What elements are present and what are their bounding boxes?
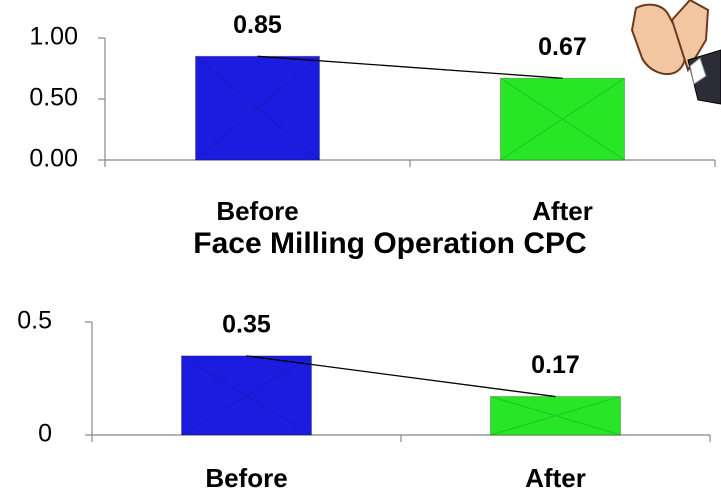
value-label: 0.67: [538, 33, 587, 61]
value-label: 0.17: [531, 351, 580, 379]
value-label: 0.35: [222, 311, 271, 339]
x-tick-label: Before: [216, 196, 298, 226]
y-tick-label: 0.5: [17, 307, 52, 335]
chart-title: Face Milling Operation CPC: [193, 227, 586, 260]
y-tick-label: 0: [38, 420, 52, 448]
page: 0.000.501.00Before0.85After0.67Face Mill…: [0, 0, 721, 494]
x-tick-label: Before: [205, 463, 287, 493]
y-tick-label: 0.50: [29, 84, 78, 112]
value-label: 0.85: [233, 11, 282, 39]
y-tick-label: 1.00: [29, 23, 78, 51]
y-tick-label: 0.00: [29, 145, 78, 173]
x-tick-label: After: [525, 463, 586, 493]
clapping-hands-clipart: [632, 0, 721, 104]
x-tick-label: After: [532, 196, 593, 226]
